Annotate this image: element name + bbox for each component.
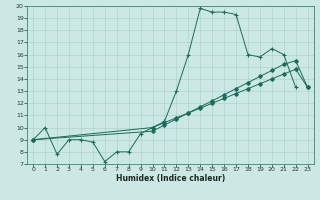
X-axis label: Humidex (Indice chaleur): Humidex (Indice chaleur): [116, 174, 225, 183]
